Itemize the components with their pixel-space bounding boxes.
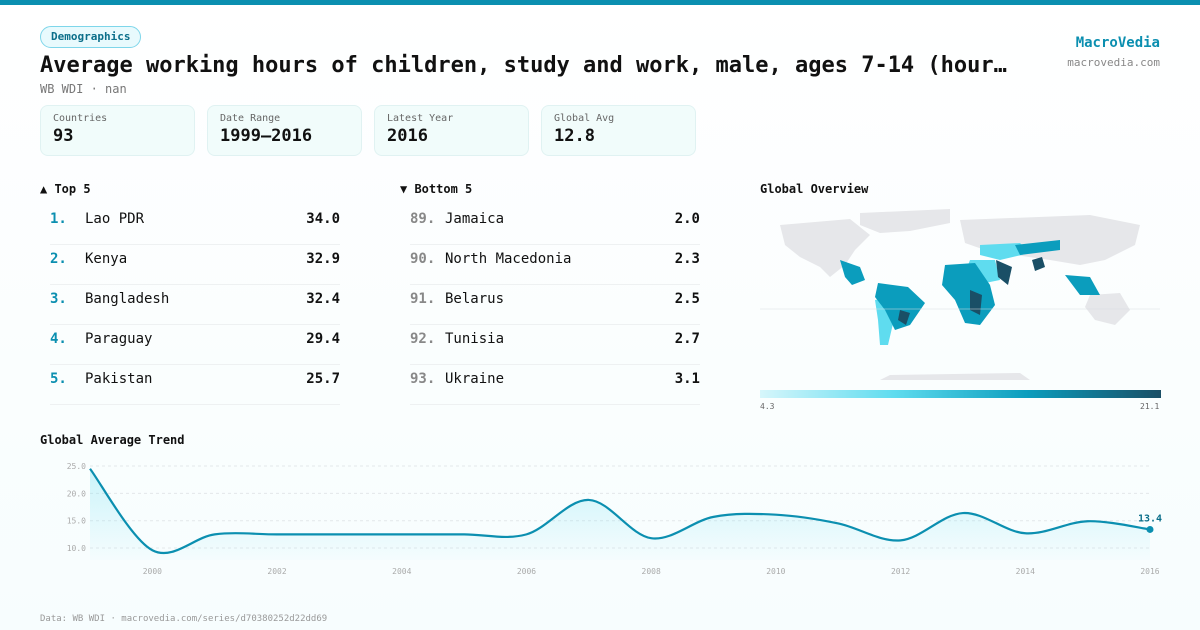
country-name: Tunisia [445,331,505,347]
country-name: Bangladesh [85,291,170,307]
y-tick-label: 10.0 [67,544,86,553]
x-tick-label: 2012 [891,567,910,576]
country-name: Paraguay [85,331,153,347]
country-value: 32.9 [306,251,340,267]
country-name: Pakistan [85,371,153,387]
trend-line [89,468,1151,555]
country-name: North Macedonia [445,251,572,267]
stat-card-countries: Countries 93 [40,105,195,156]
stat-value: 12.8 [554,126,595,146]
bottom5-row[interactable]: 93. Ukraine 3.1 [410,365,700,405]
country-name: Lao PDR [85,211,145,227]
x-tick-label: 2010 [766,567,785,576]
country-value: 2.0 [674,211,700,227]
last-point-marker[interactable] [1146,525,1154,533]
page-title: Average working hours of children, study… [40,53,1010,78]
country-value: 34.0 [306,211,340,227]
stat-label: Latest Year [387,113,454,124]
x-tick-label: 2002 [267,567,286,576]
country-value: 29.4 [306,331,340,347]
country-name: Jamaica [445,211,505,227]
stat-value: 93 [53,126,74,146]
rank: 89. [410,211,436,227]
rank: 93. [410,371,436,387]
country-value: 3.1 [674,371,700,387]
color-scale-bar [760,390,1161,398]
stat-label: Global Avg [554,113,615,124]
country-value: 2.3 [674,251,700,267]
trend-area [90,468,1150,560]
top5-row[interactable]: 2. Kenya 32.9 [50,245,340,285]
map-title: Global Overview [760,182,869,196]
category-badge[interactable]: Demographics [40,26,142,48]
stat-card-date-range: Date Range 1999–2016 [207,105,362,156]
rank: 4. [50,331,67,347]
country-value: 25.7 [306,371,340,387]
bottom5-row[interactable]: 90. North Macedonia 2.3 [410,245,700,285]
world-map [760,209,1160,380]
last-value-label: 13.4 [1138,513,1162,524]
bottom5-title: ▼ Bottom 5 [400,182,473,196]
bottom5-row[interactable]: 91. Belarus 2.5 [410,285,700,325]
country-value: 2.5 [674,291,700,307]
rank: 2. [50,251,67,267]
y-tick-label: 25.0 [67,462,86,471]
x-tick-label: 2016 [1140,567,1159,576]
brand-logo[interactable]: MacroVedia [1075,35,1160,51]
stat-label: Date Range [220,113,281,124]
x-tick-label: 2006 [517,567,536,576]
top5-title: ▲ Top 5 [40,182,91,196]
top-accent-bar [0,0,1200,5]
footer-source: Data: WB WDI · macrovedia.com/series/d70… [40,614,328,624]
x-tick-label: 2008 [642,567,661,576]
rank: 92. [410,331,436,347]
country-value: 32.4 [306,291,340,307]
top5-row[interactable]: 1. Lao PDR 34.0 [50,205,340,245]
scale-max: 21.1 [1140,402,1160,411]
subtitle: WB WDI · nan [40,82,127,96]
y-tick-label: 15.0 [67,517,86,526]
y-tick-label: 20.0 [67,489,86,498]
stat-card-latest-year: Latest Year 2016 [374,105,529,156]
stat-value: 2016 [387,126,428,146]
country-name: Belarus [445,291,505,307]
rank: 91. [410,291,436,307]
rank: 5. [50,371,67,387]
trend-chart: 10.0 15.0 20.0 25.0 2000 2002 2004 2006 2008 2010… [67,462,1162,576]
stat-card-global-avg: Global Avg 12.8 [541,105,696,156]
rank: 90. [410,251,436,267]
bottom5-row[interactable]: 92. Tunisia 2.7 [410,325,700,365]
x-tick-label: 2014 [1016,567,1035,576]
chart-title: Global Average Trend [40,433,185,447]
stat-label: Countries [53,113,108,124]
bottom5-row[interactable]: 89. Jamaica 2.0 [410,205,700,245]
top5-row[interactable]: 3. Bangladesh 32.4 [50,285,340,325]
top5-row[interactable]: 4. Paraguay 29.4 [50,325,340,365]
country-name: Ukraine [445,371,505,387]
brand-url[interactable]: macrovedia.com [1067,56,1160,69]
top5-row[interactable]: 5. Pakistan 25.7 [50,365,340,405]
stat-value: 1999–2016 [220,126,313,146]
x-tick-label: 2004 [392,567,411,576]
country-value: 2.7 [674,331,700,347]
x-tick-label: 2000 [143,567,162,576]
country-name: Kenya [85,251,128,267]
rank: 3. [50,291,67,307]
scale-min: 4.3 [760,402,775,411]
rank: 1. [50,211,67,227]
